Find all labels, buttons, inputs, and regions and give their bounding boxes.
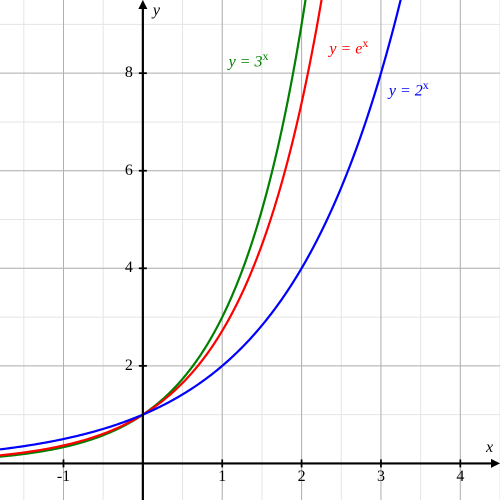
- x-axis-label: x: [486, 439, 493, 457]
- series-label-e_x: y = ex: [329, 36, 368, 58]
- series-e_x: [0, 0, 337, 455]
- x-tick-label: 2: [298, 468, 306, 486]
- series-label-two_x: y = 2x: [389, 78, 429, 100]
- x-tick-label: 1: [218, 468, 226, 486]
- x-tick-label: 4: [456, 468, 464, 486]
- series-three_x: [0, 0, 320, 457]
- exponentials-plot: [0, 0, 500, 500]
- y-tick-label: 6: [125, 162, 133, 180]
- y-tick-label: 2: [125, 357, 133, 375]
- x-tick-label: 3: [377, 468, 385, 486]
- y-axis-label: y: [153, 2, 160, 20]
- x-tick-label: -1: [57, 468, 70, 486]
- y-tick-label: 4: [125, 259, 133, 277]
- y-tick-label: 8: [125, 64, 133, 82]
- series-label-three_x: y = 3x: [229, 49, 269, 71]
